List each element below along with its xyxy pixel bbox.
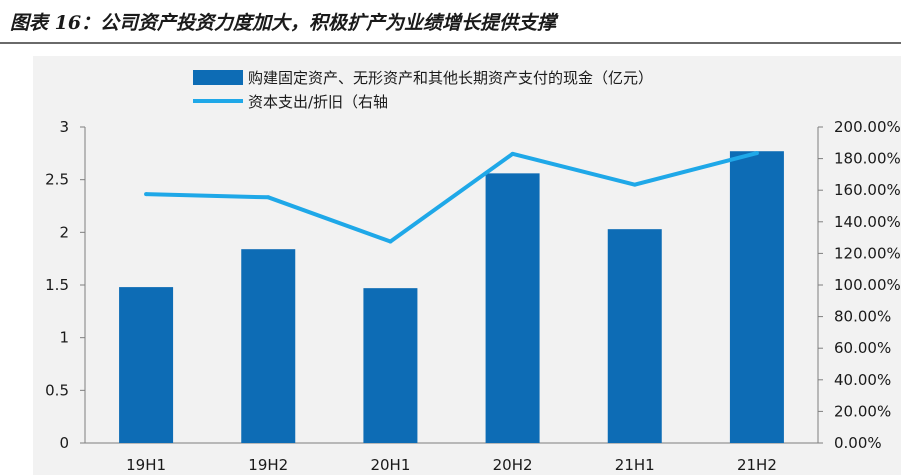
left-tick-label: 2 — [59, 223, 69, 241]
right-tick-label: 80.00% — [834, 308, 891, 326]
right-tick-label: 180.00% — [834, 150, 901, 168]
legend-label-line: 资本支出/折旧（右轴 — [248, 93, 388, 111]
x-tick-label: 20H1 — [370, 456, 410, 474]
right-tick-label: 0.00% — [834, 434, 882, 452]
x-tick-label: 21H1 — [615, 456, 655, 474]
left-tick-label: 3 — [59, 118, 69, 136]
left-tick-label: 1 — [59, 329, 69, 347]
left-tick-label: 0 — [59, 434, 69, 452]
left-tick-label: 2.5 — [45, 171, 69, 189]
left-tick-label: 1.5 — [45, 276, 69, 294]
bar — [363, 288, 418, 443]
left-tick-label: 0.5 — [45, 381, 69, 399]
line-point — [510, 151, 515, 156]
right-tick-label: 100.00% — [834, 276, 901, 294]
right-tick-label: 20.00% — [834, 402, 891, 420]
bar — [607, 229, 662, 443]
bar-series — [119, 151, 784, 443]
right-tick-label: 40.00% — [834, 371, 891, 389]
bar — [119, 287, 174, 443]
line-point — [144, 192, 149, 197]
right-axis-ticks: 0.00% 20.00% 40.00% 60.00% 80.00% 100.00% 120.… — [818, 118, 901, 452]
line-point — [632, 182, 637, 187]
legend-swatch-bar — [193, 70, 243, 85]
right-tick-label: 200.00% — [834, 118, 901, 136]
bar — [729, 151, 784, 443]
right-tick-label: 140.00% — [834, 213, 901, 231]
bar — [241, 249, 296, 443]
right-tick-label: 160.00% — [834, 181, 901, 199]
figure-title: 图表 16：公司资产投资力度加大，积极扩产为业绩增长提供支撑 — [0, 0, 901, 44]
left-axis-ticks: 0 0.5 1 1.5 2 2.5 3 — [45, 118, 85, 452]
right-tick-label: 120.00% — [834, 244, 901, 262]
bar — [485, 173, 540, 443]
legend: 购建固定资产、无形资产和其他长期资产支付的现金（亿元） 资本支出/折旧（右轴 — [193, 69, 653, 111]
x-tick-label: 20H2 — [493, 456, 533, 474]
line-point — [266, 195, 271, 200]
x-tick-label: 19H2 — [248, 456, 288, 474]
x-axis-ticks: 19H1 19H2 20H1 20H2 21H1 21H2 — [126, 456, 777, 474]
x-tick-label: 19H1 — [126, 456, 166, 474]
legend-label-bar: 购建固定资产、无形资产和其他长期资产支付的现金（亿元） — [248, 69, 653, 87]
line-path — [146, 151, 758, 244]
line-point — [388, 239, 393, 244]
x-tick-label: 21H2 — [737, 456, 777, 474]
line-series — [144, 151, 759, 244]
right-tick-label: 60.00% — [834, 339, 891, 357]
line-point — [754, 151, 759, 156]
